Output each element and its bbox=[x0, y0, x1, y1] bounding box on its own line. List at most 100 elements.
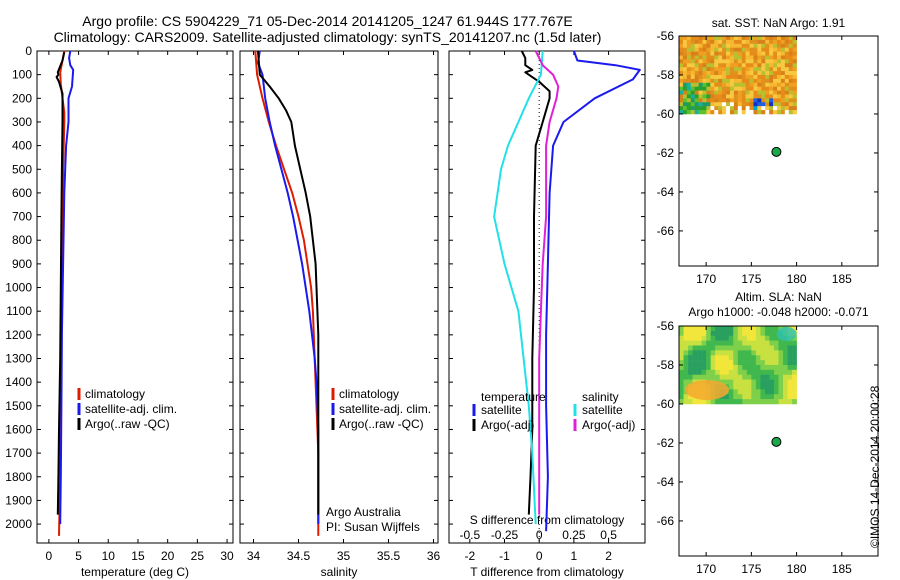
sla-cell bbox=[697, 369, 702, 376]
sla-cell bbox=[778, 355, 784, 361]
sst-cell bbox=[737, 47, 743, 52]
sla-cell bbox=[728, 360, 734, 366]
sst-cell bbox=[788, 98, 793, 103]
sst-cell bbox=[718, 74, 723, 80]
depth-tick-label: 200 bbox=[12, 91, 32, 105]
sst-ytick-label: -60 bbox=[657, 107, 675, 121]
sst-cell bbox=[773, 78, 778, 84]
sst-cell bbox=[769, 78, 774, 84]
sst-cell bbox=[710, 47, 715, 52]
sst-cell bbox=[714, 90, 719, 95]
sst-cell bbox=[682, 55, 688, 60]
sla-cell bbox=[733, 340, 739, 346]
sla-cell bbox=[769, 374, 775, 380]
sst-cell bbox=[714, 82, 719, 87]
salinity-legend-label: climatology bbox=[339, 387, 399, 401]
sst-xtick-label: 185 bbox=[832, 272, 852, 286]
sla-cell bbox=[792, 364, 797, 371]
sst-cell bbox=[757, 78, 762, 84]
sla-cell bbox=[760, 330, 766, 337]
sla-cell bbox=[737, 394, 743, 400]
sst-cell bbox=[749, 90, 754, 95]
sla-cell bbox=[769, 389, 775, 395]
sst-cell bbox=[698, 98, 703, 103]
sst-cell bbox=[726, 55, 731, 60]
sst-cell bbox=[686, 71, 692, 76]
sla-cell bbox=[792, 350, 797, 356]
sst-cell bbox=[765, 90, 770, 95]
sst-cell bbox=[714, 36, 719, 41]
sst-cell bbox=[737, 94, 743, 99]
sst-cell bbox=[765, 74, 770, 80]
sst-cell bbox=[729, 74, 735, 80]
sla-cell bbox=[773, 364, 779, 371]
sst-cell bbox=[679, 102, 684, 107]
sst-cell bbox=[741, 106, 746, 111]
sla-cell bbox=[728, 345, 734, 351]
sst-cell bbox=[757, 43, 762, 48]
sst-cell bbox=[765, 59, 770, 64]
sla-cell bbox=[733, 379, 739, 385]
sst-cell bbox=[690, 55, 695, 60]
sst-cell bbox=[702, 90, 707, 95]
sst-cell bbox=[729, 102, 735, 107]
sst-cell bbox=[749, 43, 754, 48]
sla-cell bbox=[724, 340, 730, 346]
sst-cell bbox=[710, 78, 715, 84]
sst-cell bbox=[741, 55, 746, 60]
sst-cell bbox=[765, 47, 770, 52]
sla-cell bbox=[764, 360, 770, 366]
sst-cell bbox=[745, 59, 750, 64]
sla-cell bbox=[701, 360, 707, 366]
sla-ytick-label: -64 bbox=[657, 475, 675, 489]
sla-cell bbox=[773, 355, 779, 361]
sst-cell bbox=[792, 98, 797, 103]
sst-cell bbox=[729, 43, 735, 48]
sst-cell bbox=[776, 47, 782, 52]
salinity-diff-tick-label: 0 bbox=[536, 528, 543, 542]
sst-cell bbox=[679, 78, 684, 84]
sst-cell bbox=[710, 39, 715, 45]
sla-cell bbox=[742, 394, 748, 400]
sst-cell bbox=[757, 74, 762, 80]
sla-cell bbox=[764, 399, 770, 405]
sst-cell bbox=[769, 55, 774, 60]
sla-cell bbox=[688, 360, 693, 366]
sst-cell bbox=[726, 59, 731, 64]
sst-cell bbox=[753, 102, 758, 107]
sst-cell bbox=[757, 36, 762, 41]
sla-cell bbox=[697, 374, 702, 380]
sst-cell bbox=[714, 98, 719, 103]
sla-cell bbox=[783, 364, 788, 371]
sst-cell bbox=[776, 86, 782, 91]
sst-cell bbox=[741, 63, 746, 68]
sla-cell bbox=[719, 335, 725, 341]
diff-legend-label: satellite bbox=[582, 403, 623, 417]
sst-cell bbox=[745, 78, 750, 84]
sst-cell bbox=[788, 55, 793, 60]
difference-xtick-label: -2 bbox=[464, 549, 475, 563]
sla-cell bbox=[715, 399, 720, 405]
sla-cell bbox=[755, 374, 761, 380]
sst-cell bbox=[706, 47, 711, 52]
sst-cell bbox=[773, 43, 778, 48]
sla-cell bbox=[778, 399, 784, 405]
sst-cell bbox=[753, 51, 758, 56]
sla-cell bbox=[755, 350, 761, 356]
sst-cell bbox=[780, 102, 786, 107]
sst-cell bbox=[749, 67, 754, 72]
sst-cell bbox=[792, 102, 797, 107]
sst-cell bbox=[698, 39, 703, 45]
sst-cell bbox=[729, 94, 735, 99]
sst-cell bbox=[792, 55, 797, 60]
sla-cell bbox=[764, 326, 770, 332]
sla-cell bbox=[683, 345, 689, 351]
sst-xtick-label: 180 bbox=[787, 272, 807, 286]
sst-cell bbox=[784, 82, 790, 87]
sst-cell bbox=[773, 39, 778, 45]
sst-cell bbox=[679, 90, 684, 95]
sst-cell bbox=[769, 51, 774, 56]
sst-cell bbox=[698, 110, 703, 115]
sst-cell bbox=[788, 94, 793, 99]
sla-cell bbox=[760, 389, 766, 395]
